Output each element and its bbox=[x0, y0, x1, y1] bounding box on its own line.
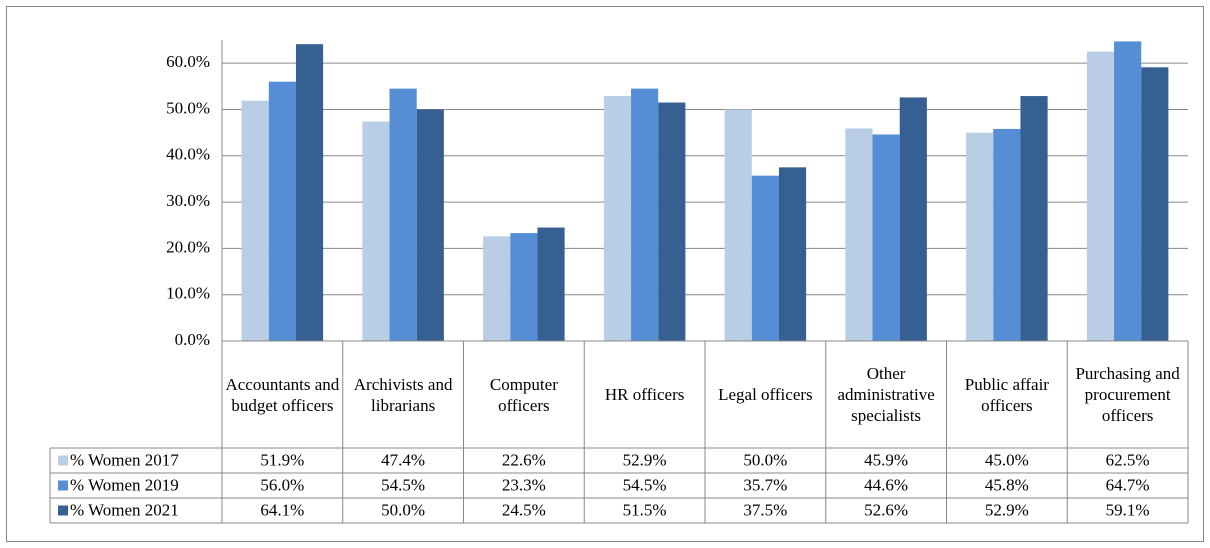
bar bbox=[241, 100, 269, 341]
bar bbox=[966, 132, 994, 341]
y-tick-label: 60.0% bbox=[166, 52, 210, 71]
category-cell: Legal officers bbox=[718, 385, 813, 404]
y-tick-label: 50.0% bbox=[166, 98, 210, 117]
table-value: 47.4% bbox=[381, 450, 425, 469]
bar bbox=[1020, 96, 1048, 341]
category-cell: Archivists and librarians bbox=[353, 374, 453, 415]
bar bbox=[1141, 67, 1169, 342]
x-tick-label: Computer officers bbox=[489, 374, 558, 415]
table-value: 51.5% bbox=[623, 500, 667, 519]
table-value: 52.9% bbox=[623, 450, 667, 469]
bar bbox=[1114, 41, 1142, 342]
bar bbox=[362, 121, 390, 341]
bar bbox=[899, 97, 927, 341]
bar bbox=[389, 88, 417, 341]
bar bbox=[845, 128, 873, 341]
table-value: 52.9% bbox=[985, 500, 1029, 519]
category-cell: Other administrative specialists bbox=[837, 364, 935, 425]
bar bbox=[537, 227, 565, 341]
bar bbox=[751, 175, 779, 341]
legend-key bbox=[58, 505, 68, 516]
legend-label: % Women 2019 bbox=[70, 475, 179, 494]
table-value: 45.9% bbox=[864, 450, 908, 469]
bar bbox=[416, 109, 444, 341]
category-cell: HR officers bbox=[604, 385, 685, 404]
table-value: 24.5% bbox=[502, 500, 546, 519]
y-tick-label: 10.0% bbox=[166, 284, 210, 303]
bar bbox=[1086, 51, 1115, 341]
table-value: 64.7% bbox=[1106, 475, 1150, 494]
legend-key bbox=[58, 455, 68, 466]
bar bbox=[631, 88, 659, 341]
x-tick-label: Public affair officers bbox=[964, 374, 1049, 415]
category-cell: Accountants and budget officers bbox=[225, 374, 340, 415]
legend-label: % Women 2017 bbox=[70, 450, 179, 469]
table-value: 50.0% bbox=[743, 450, 787, 469]
x-tick-label: Purchasing and procurement officers bbox=[1075, 364, 1180, 425]
table-value: 64.1% bbox=[260, 500, 304, 519]
table-value: 45.0% bbox=[985, 450, 1029, 469]
bar bbox=[295, 44, 324, 341]
y-tick-label: 40.0% bbox=[166, 145, 210, 164]
table-value: 22.6% bbox=[502, 450, 546, 469]
bar bbox=[268, 81, 296, 341]
y-tick-label: 0.0% bbox=[175, 330, 210, 349]
table-value: 45.8% bbox=[985, 475, 1029, 494]
y-tick-label: 20.0% bbox=[166, 237, 210, 256]
category-cell: Computer officers bbox=[489, 374, 558, 415]
table-value: 56.0% bbox=[260, 475, 304, 494]
x-tick-label: Accountants and budget officers bbox=[225, 374, 340, 415]
bar bbox=[872, 134, 900, 341]
bar bbox=[603, 96, 632, 341]
table-value: 52.6% bbox=[864, 500, 908, 519]
bar bbox=[510, 233, 538, 341]
table-value: 35.7% bbox=[743, 475, 787, 494]
bar bbox=[993, 128, 1021, 341]
x-tick-label: Archivists and librarians bbox=[353, 374, 453, 415]
legend-key bbox=[58, 480, 68, 491]
bar bbox=[658, 102, 686, 341]
legend-label: % Women 2021 bbox=[70, 500, 179, 519]
table-value: 54.5% bbox=[381, 475, 425, 494]
bar bbox=[778, 167, 807, 341]
bar bbox=[724, 109, 752, 341]
category-cell: Purchasing and procurement officers bbox=[1075, 364, 1180, 425]
table-value: 50.0% bbox=[381, 500, 425, 519]
table-value: 59.1% bbox=[1106, 500, 1150, 519]
table-value: 44.6% bbox=[864, 475, 908, 494]
table-value: 37.5% bbox=[743, 500, 787, 519]
y-tick-label: 30.0% bbox=[166, 191, 210, 210]
table-value: 62.5% bbox=[1106, 450, 1150, 469]
x-tick-label: Legal officers bbox=[718, 385, 813, 404]
category-cell: Public affair officers bbox=[964, 374, 1049, 415]
table-value: 23.3% bbox=[502, 475, 546, 494]
table-value: 54.5% bbox=[623, 475, 667, 494]
x-tick-label: HR officers bbox=[604, 385, 685, 404]
bar bbox=[483, 236, 511, 341]
x-tick-label: Other administrative specialists bbox=[837, 364, 935, 425]
table-value: 51.9% bbox=[260, 450, 304, 469]
